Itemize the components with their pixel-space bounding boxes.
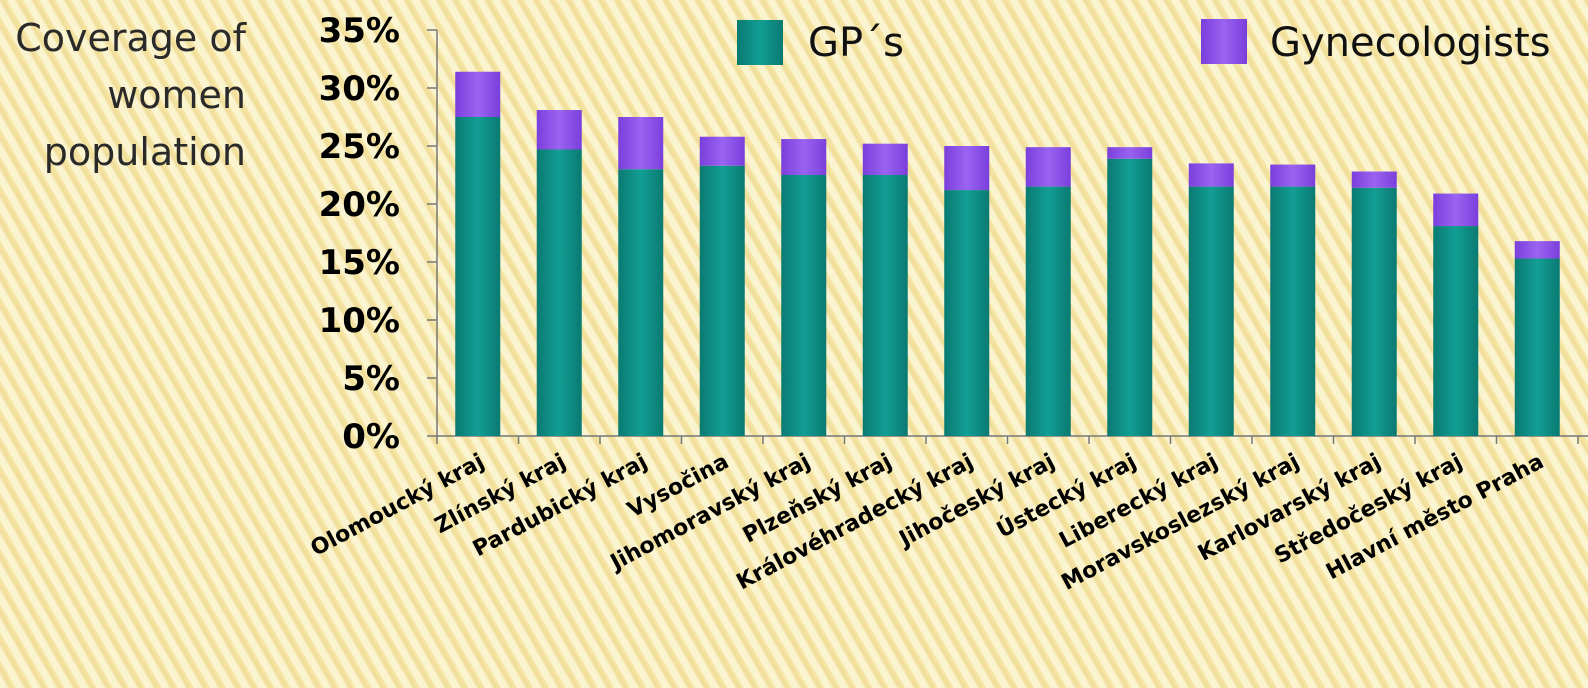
bar-segment-gynecologists [536,110,582,150]
bar-segment-gynecologists [699,136,745,166]
y-tick-label: 15% [319,243,400,283]
axes [427,29,1588,444]
bar-segment-gynecologists [781,139,827,175]
legend-swatch-gynecologists [1201,19,1247,64]
bar-segment-gynecologists [1188,163,1234,187]
bar-segment-gps [862,175,908,436]
bar-segment-gynecologists [944,146,990,191]
y-axis-title: Coverage of women population [0,10,246,181]
y-axis-title-line-1: Coverage of [15,16,246,60]
y-tick-label: 25% [319,127,400,167]
legend-swatch-gps [737,20,783,65]
legend-label-gynecologists: Gynecologists [1270,20,1551,66]
bar-segment-gps [781,175,827,436]
bar-segment-gps [699,165,745,436]
bar-segment-gynecologists [1107,147,1153,159]
y-tick-label: 10% [319,301,400,341]
bars [455,71,1560,437]
bar-segment-gynecologists [1351,171,1397,188]
bar-segment-gps [1514,258,1560,436]
y-axis-title-line-2: women [107,73,246,117]
bar-segment-gynecologists [862,143,908,175]
bar-segment-gps [1270,186,1316,436]
axis-labels: 0%5%10%15%20%25%30%35%Olomoucký krajZlín… [307,11,1548,596]
bar-segment-gps [1107,158,1153,436]
bar-segment-gps [1188,186,1234,436]
bar-segment-gps [618,169,664,436]
bar-segment-gynecologists [455,71,501,117]
bar-segment-gynecologists [1025,147,1071,187]
y-tick-label: 30% [319,69,400,109]
y-tick-label: 20% [319,185,400,225]
bar-segment-gps [1433,226,1479,436]
bar-segment-gynecologists [1270,164,1316,187]
y-tick-label: 35% [319,11,400,51]
bar-segment-gps [455,117,501,436]
bar-segment-gps [1025,186,1071,436]
bar-segment-gynecologists [618,117,664,170]
y-axis-title-line-3: population [43,130,246,174]
legend-label-gps: GP´s [808,20,904,66]
bar-segment-gynecologists [1514,241,1560,259]
bar-segment-gps [1351,187,1397,436]
y-tick-label: 0% [342,417,400,457]
legend: GP´s Gynecologists [737,19,1551,66]
bar-segment-gps [944,190,990,436]
y-tick-label: 5% [342,359,400,399]
bar-segment-gps [536,149,582,437]
bar-segment-gynecologists [1433,193,1479,227]
